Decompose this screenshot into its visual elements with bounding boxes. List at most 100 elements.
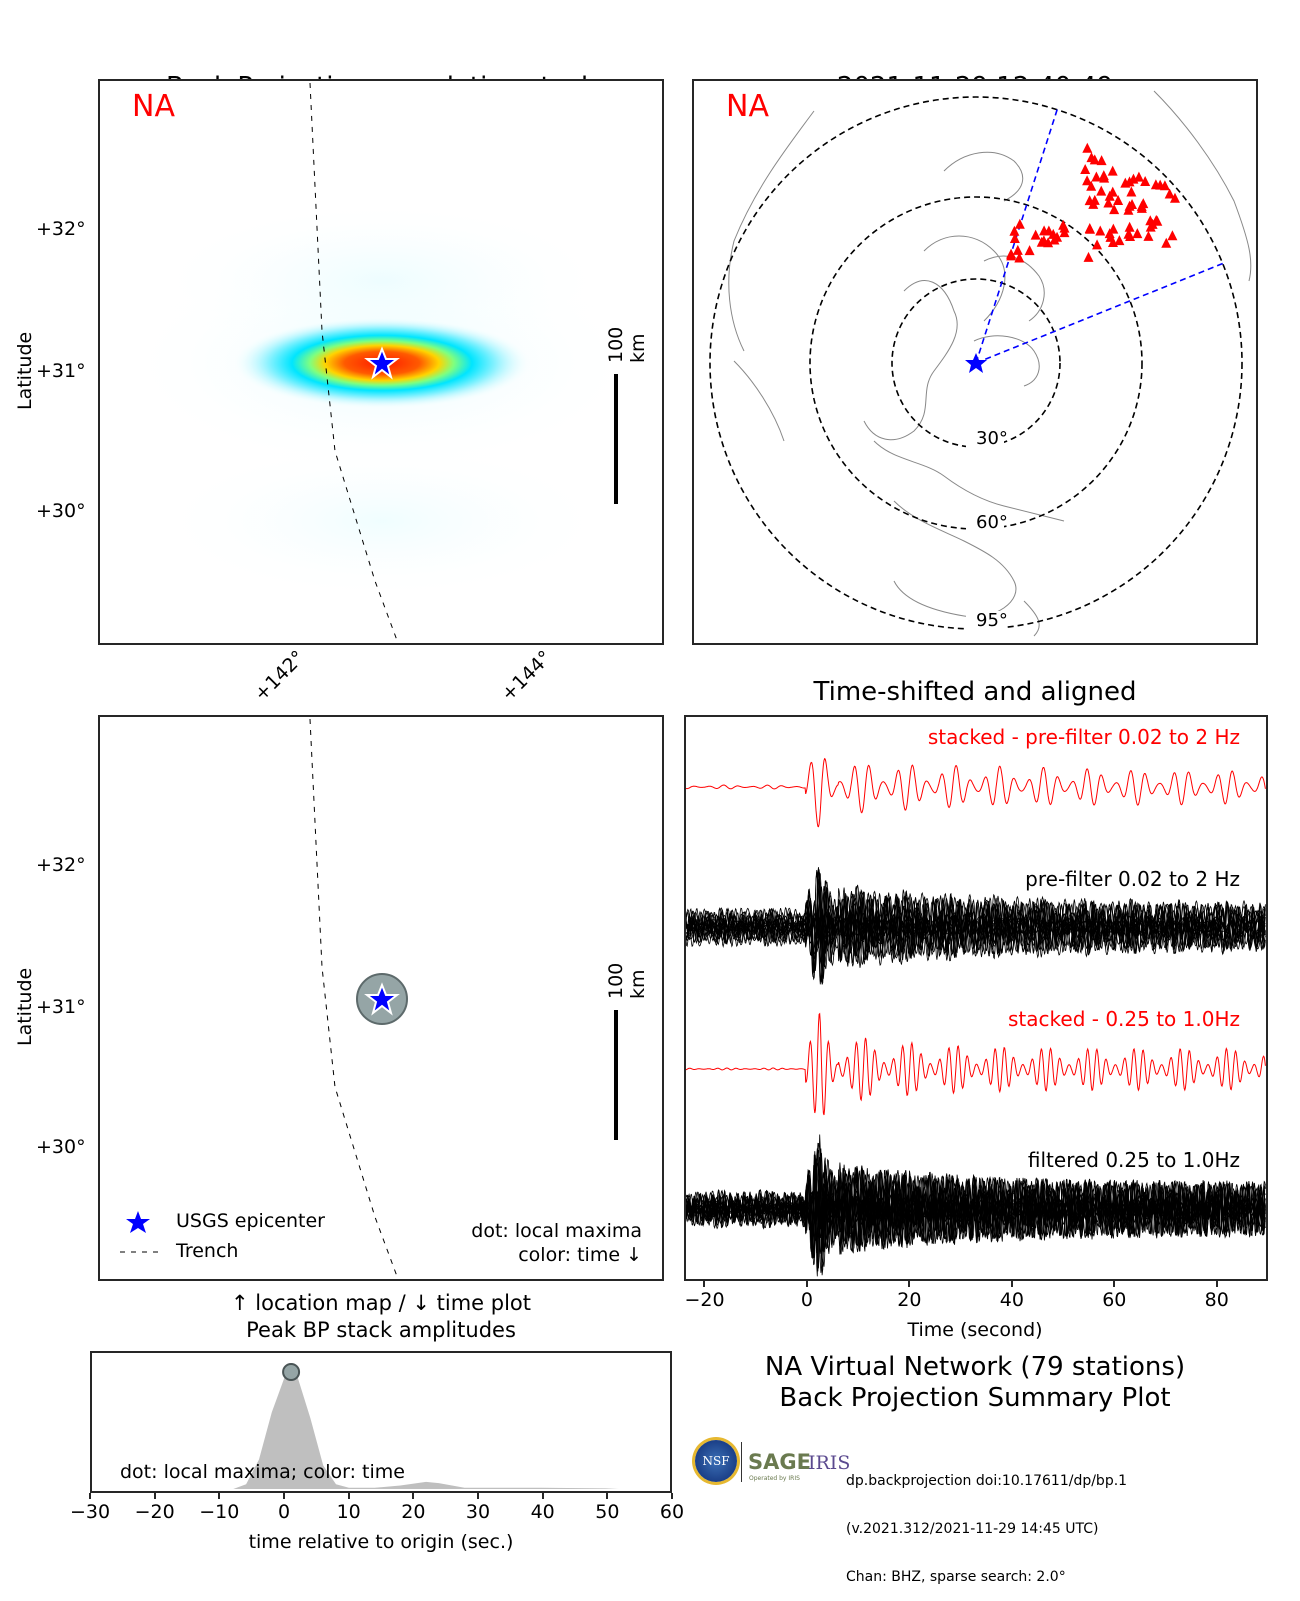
peak-xtick-label: 50 (595, 1501, 620, 1523)
station-triangle-icon (1024, 245, 1035, 256)
station-triangle-icon (1014, 252, 1025, 263)
station-triangle-icon (1091, 171, 1102, 182)
peak-xlabel: time relative to origin (sec.) (248, 1531, 514, 1553)
peak-xtick-mark (477, 1493, 479, 1499)
ytick-32: +32° (36, 854, 86, 876)
legend-epicenter-label: USGS epicenter (176, 1210, 325, 1232)
peak-xtick-mark (606, 1493, 609, 1499)
peak-xaxis: −30 −20 −10 0 10 20 30 40 50 60 (70, 1493, 684, 1523)
label-stacked-prefilter: stacked - pre-filter 0.02 to 2 Hz (927, 725, 1240, 749)
local-maximum-dot (282, 1363, 301, 1381)
station-triangle-icon (1109, 204, 1120, 215)
nsf-logo-text: NSF (702, 1454, 730, 1468)
legend-star-icon (126, 1211, 150, 1233)
waveform-panel: stacked - pre-filter 0.02 to 2 Hz pre-fi… (684, 715, 1268, 1281)
peak-xtick-label: −10 (199, 1501, 240, 1523)
epicenter-star-icon (965, 353, 987, 373)
ring-label-95: 95° (976, 610, 1008, 631)
ylabel: Latitude (14, 331, 36, 410)
waveform-xtick-mark (805, 1281, 808, 1287)
location-map: 100 km USGS epicenter Trench dot: local … (98, 715, 664, 1281)
station-triangle-icon (1147, 218, 1158, 229)
peak-xtick-label: 0 (277, 1501, 291, 1523)
waveform-xtick-label: 40 (999, 1289, 1024, 1311)
ylabel: Latitude (14, 967, 36, 1046)
station-triangle-icon (1107, 165, 1118, 176)
station-triangle-icon (1006, 250, 1017, 261)
ytick-30: +30° (36, 1136, 86, 1158)
coastlines (728, 90, 1252, 637)
peak-xtick-label: 40 (530, 1501, 555, 1523)
peak-xtick-mark (218, 1493, 221, 1499)
station-triangle-icon (1086, 180, 1097, 191)
peak-xtick-mark (153, 1493, 156, 1499)
peak-xtick-label: −20 (134, 1501, 175, 1523)
ring-label-30: 30° (976, 428, 1008, 449)
peak-xtick-label: 20 (401, 1501, 426, 1523)
station-triangle-icon (1082, 175, 1093, 186)
peak-amplitude-chart: dot: local maxima; color: time (90, 1351, 672, 1493)
label-filtered: filtered 0.25 to 1.0Hz (1027, 1148, 1240, 1172)
ytick-32: +32° (36, 218, 86, 240)
station-triangle-icon (1104, 228, 1115, 239)
station-triangle-icon (1084, 222, 1095, 233)
note-color-time: color: time ↓ (518, 1244, 642, 1266)
station-triangle-icon (1036, 236, 1047, 247)
scale-bar-label: 100 km (605, 962, 649, 999)
station-triangle-icon (1169, 192, 1180, 203)
station-triangle-icon (1161, 237, 1172, 248)
peak-amplitude-svg (92, 1363, 670, 1489)
prefilter-station-trace (686, 886, 1266, 970)
waveform-xtick-label: 80 (1204, 1289, 1229, 1311)
station-triangle-icon (1120, 177, 1131, 188)
iris-subtext: Operated by IRIS (749, 1475, 800, 1482)
station-triangle-icon (1096, 155, 1107, 166)
filtered-station-trace (686, 1170, 1266, 1249)
sage-logo: SAGE (748, 1450, 811, 1474)
summary-network: NA Virtual Network (79 stations) (764, 1352, 1186, 1382)
xtick-144: +144° (497, 646, 557, 706)
station-triangle-icon (1114, 235, 1125, 246)
station-triangle-icon (1128, 173, 1139, 184)
distance-ring-95 (709, 96, 1243, 630)
station-map: NA 30° 60° 95° (692, 79, 1258, 645)
credit-doi: dp.backprojection doi:10.17611/dp/bp.1 (846, 1473, 1128, 1489)
station-triangle-icon (1048, 228, 1059, 239)
station-triangle-icon (1124, 221, 1135, 232)
waveform-xtick-label: 0 (800, 1289, 813, 1311)
station-triangle-icon (1098, 170, 1109, 181)
nsf-logo: NSF (695, 1440, 737, 1482)
station-triangle-icon (1132, 228, 1143, 239)
azimuth-line-east (975, 262, 1225, 364)
epicenter-star-icon (364, 982, 400, 1016)
peak-xtick-mark (89, 1493, 91, 1499)
credit-version: (v.2021.312/2021-11-29 14:45 UTC) (846, 1521, 1099, 1537)
prefilter-station-trace (686, 897, 1266, 963)
prefilter-station-trace (686, 871, 1266, 972)
label-prefilter: pre-filter 0.02 to 2 Hz (1025, 867, 1240, 891)
ytick-31: +31° (36, 360, 86, 382)
iris-logo: IRIS (808, 1452, 851, 1474)
peak-xtick-label: 60 (659, 1501, 685, 1523)
waveform-xtick-mark (1113, 1281, 1116, 1287)
scale-bar-label: 100 km (605, 326, 649, 363)
station-triangle-icon (1155, 179, 1166, 190)
station-triangle-icon (1030, 229, 1041, 240)
peak-amp-title: Peak BP stack amplitudes (246, 1318, 516, 1342)
trench-line (309, 82, 399, 643)
summary-title: Back Projection Summary Plot (779, 1383, 1171, 1413)
station-triangle-icon (1140, 176, 1151, 187)
peak-xtick-label: −30 (69, 1501, 111, 1523)
station-triangle-icon (1080, 164, 1091, 175)
legend-trench-label: Trench (176, 1240, 239, 1262)
network-label: NA (726, 89, 769, 124)
station-triangles (1006, 142, 1180, 263)
peak-xtick-mark (412, 1493, 415, 1499)
peak-xtick-mark (283, 1493, 285, 1499)
bp-halo-lower (152, 441, 612, 601)
station-map-svg (709, 90, 1252, 637)
stacked-prefilter-trace (686, 757, 1266, 828)
location-map-svg (120, 718, 618, 1279)
station-triangle-icon (1009, 225, 1020, 236)
waveform-xlabel: Time (second) (907, 1319, 1043, 1341)
